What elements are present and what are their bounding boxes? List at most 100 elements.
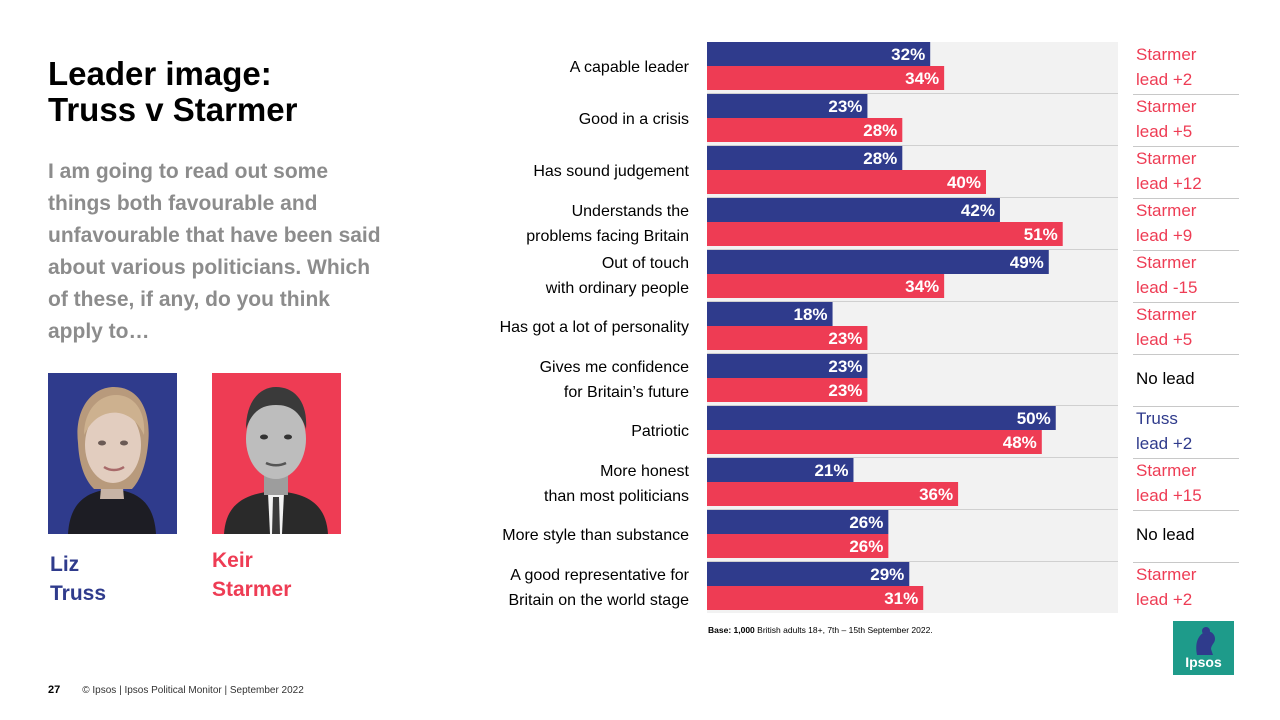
category-label-line: Understands the (572, 203, 690, 220)
starmer-bar (707, 118, 903, 142)
truss-portrait-image (48, 373, 177, 534)
lead-text-line: lead +2 (1136, 70, 1192, 89)
footer: 27 © Ipsos | Ipsos Political Monitor | Se… (48, 684, 304, 696)
lead-text-line: Starmer (1136, 201, 1197, 220)
truss-bar-label: 21% (814, 461, 848, 480)
starmer-bar (707, 66, 945, 90)
category-label-line: A good representative for (510, 567, 689, 584)
category-label-line: Has sound judgement (533, 163, 689, 180)
category-label-line: Britain on the world stage (508, 592, 689, 609)
truss-bar (707, 146, 903, 170)
starmer-bar-label: 28% (863, 121, 897, 140)
starmer-bar-label: 40% (947, 173, 981, 192)
lead-text-line: lead +9 (1136, 226, 1192, 245)
starmer-bar-label: 26% (849, 537, 883, 556)
lead-text: Truss lead +2 (1136, 409, 1192, 453)
lead-text-line: lead -15 (1136, 278, 1197, 297)
truss-name: Liz Truss (50, 553, 107, 605)
starmer-bar (707, 430, 1042, 454)
lead-text: Starmer lead +5 (1136, 305, 1197, 349)
starmer-bar (707, 274, 945, 298)
lead-text-line: Starmer (1136, 565, 1197, 584)
truss-bar (707, 406, 1056, 430)
ipsos-logo: Ipsos (1173, 621, 1234, 675)
starmer-bar (707, 482, 959, 506)
question-text: I am going to read out some things both … (48, 160, 381, 343)
truss-bar-label: 26% (849, 513, 883, 532)
category-label-line: for Britain’s future (564, 384, 689, 401)
base-note-bold: Base: 1,000 (708, 625, 755, 635)
lead-text-line: Starmer (1136, 97, 1197, 116)
lead-text-line: Starmer (1136, 149, 1197, 168)
lead-text-line: No lead (1136, 369, 1195, 388)
lead-text-line: lead +2 (1136, 590, 1192, 609)
truss-bar-label: 32% (891, 45, 925, 64)
lead-text: Starmer lead -15 (1136, 253, 1197, 297)
starmer-bar-label: 36% (919, 485, 953, 504)
lead-text-line: lead +15 (1136, 486, 1202, 505)
truss-bar (707, 94, 868, 118)
truss-portrait (48, 373, 177, 534)
category-label-line: A capable leader (570, 59, 690, 76)
starmer-bar-label: 34% (905, 277, 939, 296)
lead-text-line: Truss (1136, 409, 1178, 428)
starmer-name: Keir Starmer (212, 549, 292, 601)
category-label: Patriotic (631, 423, 689, 440)
starmer-bar (707, 586, 924, 610)
truss-bar (707, 354, 868, 378)
category-label: A capable leader (570, 59, 690, 76)
page-number: 27 (48, 684, 61, 696)
starmer-bar (707, 326, 868, 350)
truss-bar-label: 23% (828, 97, 862, 116)
truss-bar-label: 50% (1017, 409, 1051, 428)
starmer-bar (707, 534, 889, 558)
category-label: Understands the problems facing Britain (526, 203, 689, 245)
category-label: More style than substance (502, 527, 689, 544)
lead-text: No lead (1136, 369, 1195, 388)
truss-bar (707, 42, 931, 66)
category-label-line: Out of touch (602, 255, 689, 272)
lead-text-line: lead +2 (1136, 434, 1192, 453)
truss-bar-label: 49% (1010, 253, 1044, 272)
truss-bar (707, 250, 1049, 274)
ipsos-logo-icon (1196, 627, 1215, 655)
category-label-line: Gives me confidence (540, 359, 690, 376)
truss-bar (707, 302, 833, 326)
truss-bar (707, 198, 1000, 222)
starmer-portrait-image (212, 373, 341, 534)
category-label-line: Has got a lot of personality (500, 319, 689, 336)
category-label: More honest than most politicians (544, 463, 690, 505)
category-label-line: than most politicians (544, 488, 689, 505)
starmer-bar (707, 378, 868, 402)
base-note: Base: 1,000 British adults 18+, 7th – 15… (708, 625, 933, 635)
lead-text-line: lead +5 (1136, 122, 1192, 141)
lead-text-line: No lead (1136, 525, 1195, 544)
truss-bar (707, 458, 854, 482)
truss-bar-label: 42% (961, 201, 995, 220)
lead-text-line: Starmer (1136, 305, 1197, 324)
truss-bar (707, 562, 910, 586)
starmer-portrait (212, 373, 341, 534)
category-label-line: with ordinary people (545, 280, 689, 297)
lead-text-line: Starmer (1136, 253, 1197, 272)
lead-text: Starmer lead +15 (1136, 461, 1202, 505)
category-label: Gives me confidence for Britain’s future (540, 359, 690, 401)
truss-bar-label: 18% (794, 305, 828, 324)
truss-bar (707, 510, 889, 534)
lead-text-line: lead +5 (1136, 330, 1192, 349)
category-label-line: Good in a crisis (579, 111, 689, 128)
lead-text: Starmer lead +2 (1136, 45, 1197, 89)
category-label-line: problems facing Britain (526, 228, 689, 245)
base-note-text: British adults 18+, 7th – 15th September… (754, 625, 933, 635)
category-label: Has got a lot of personality (500, 319, 689, 336)
starmer-bar-label: 31% (884, 589, 918, 608)
footer-text: © Ipsos | Ipsos Political Monitor | Sept… (82, 685, 304, 696)
starmer-bar-label: 23% (828, 329, 862, 348)
lead-text: Starmer lead +2 (1136, 565, 1197, 609)
starmer-bar-label: 34% (905, 69, 939, 88)
category-label: A good representative for Britain on the … (508, 567, 689, 609)
category-label-line: Patriotic (631, 423, 689, 440)
category-label: Out of touch with ordinary people (545, 255, 689, 297)
lead-text-line: Starmer (1136, 45, 1197, 64)
